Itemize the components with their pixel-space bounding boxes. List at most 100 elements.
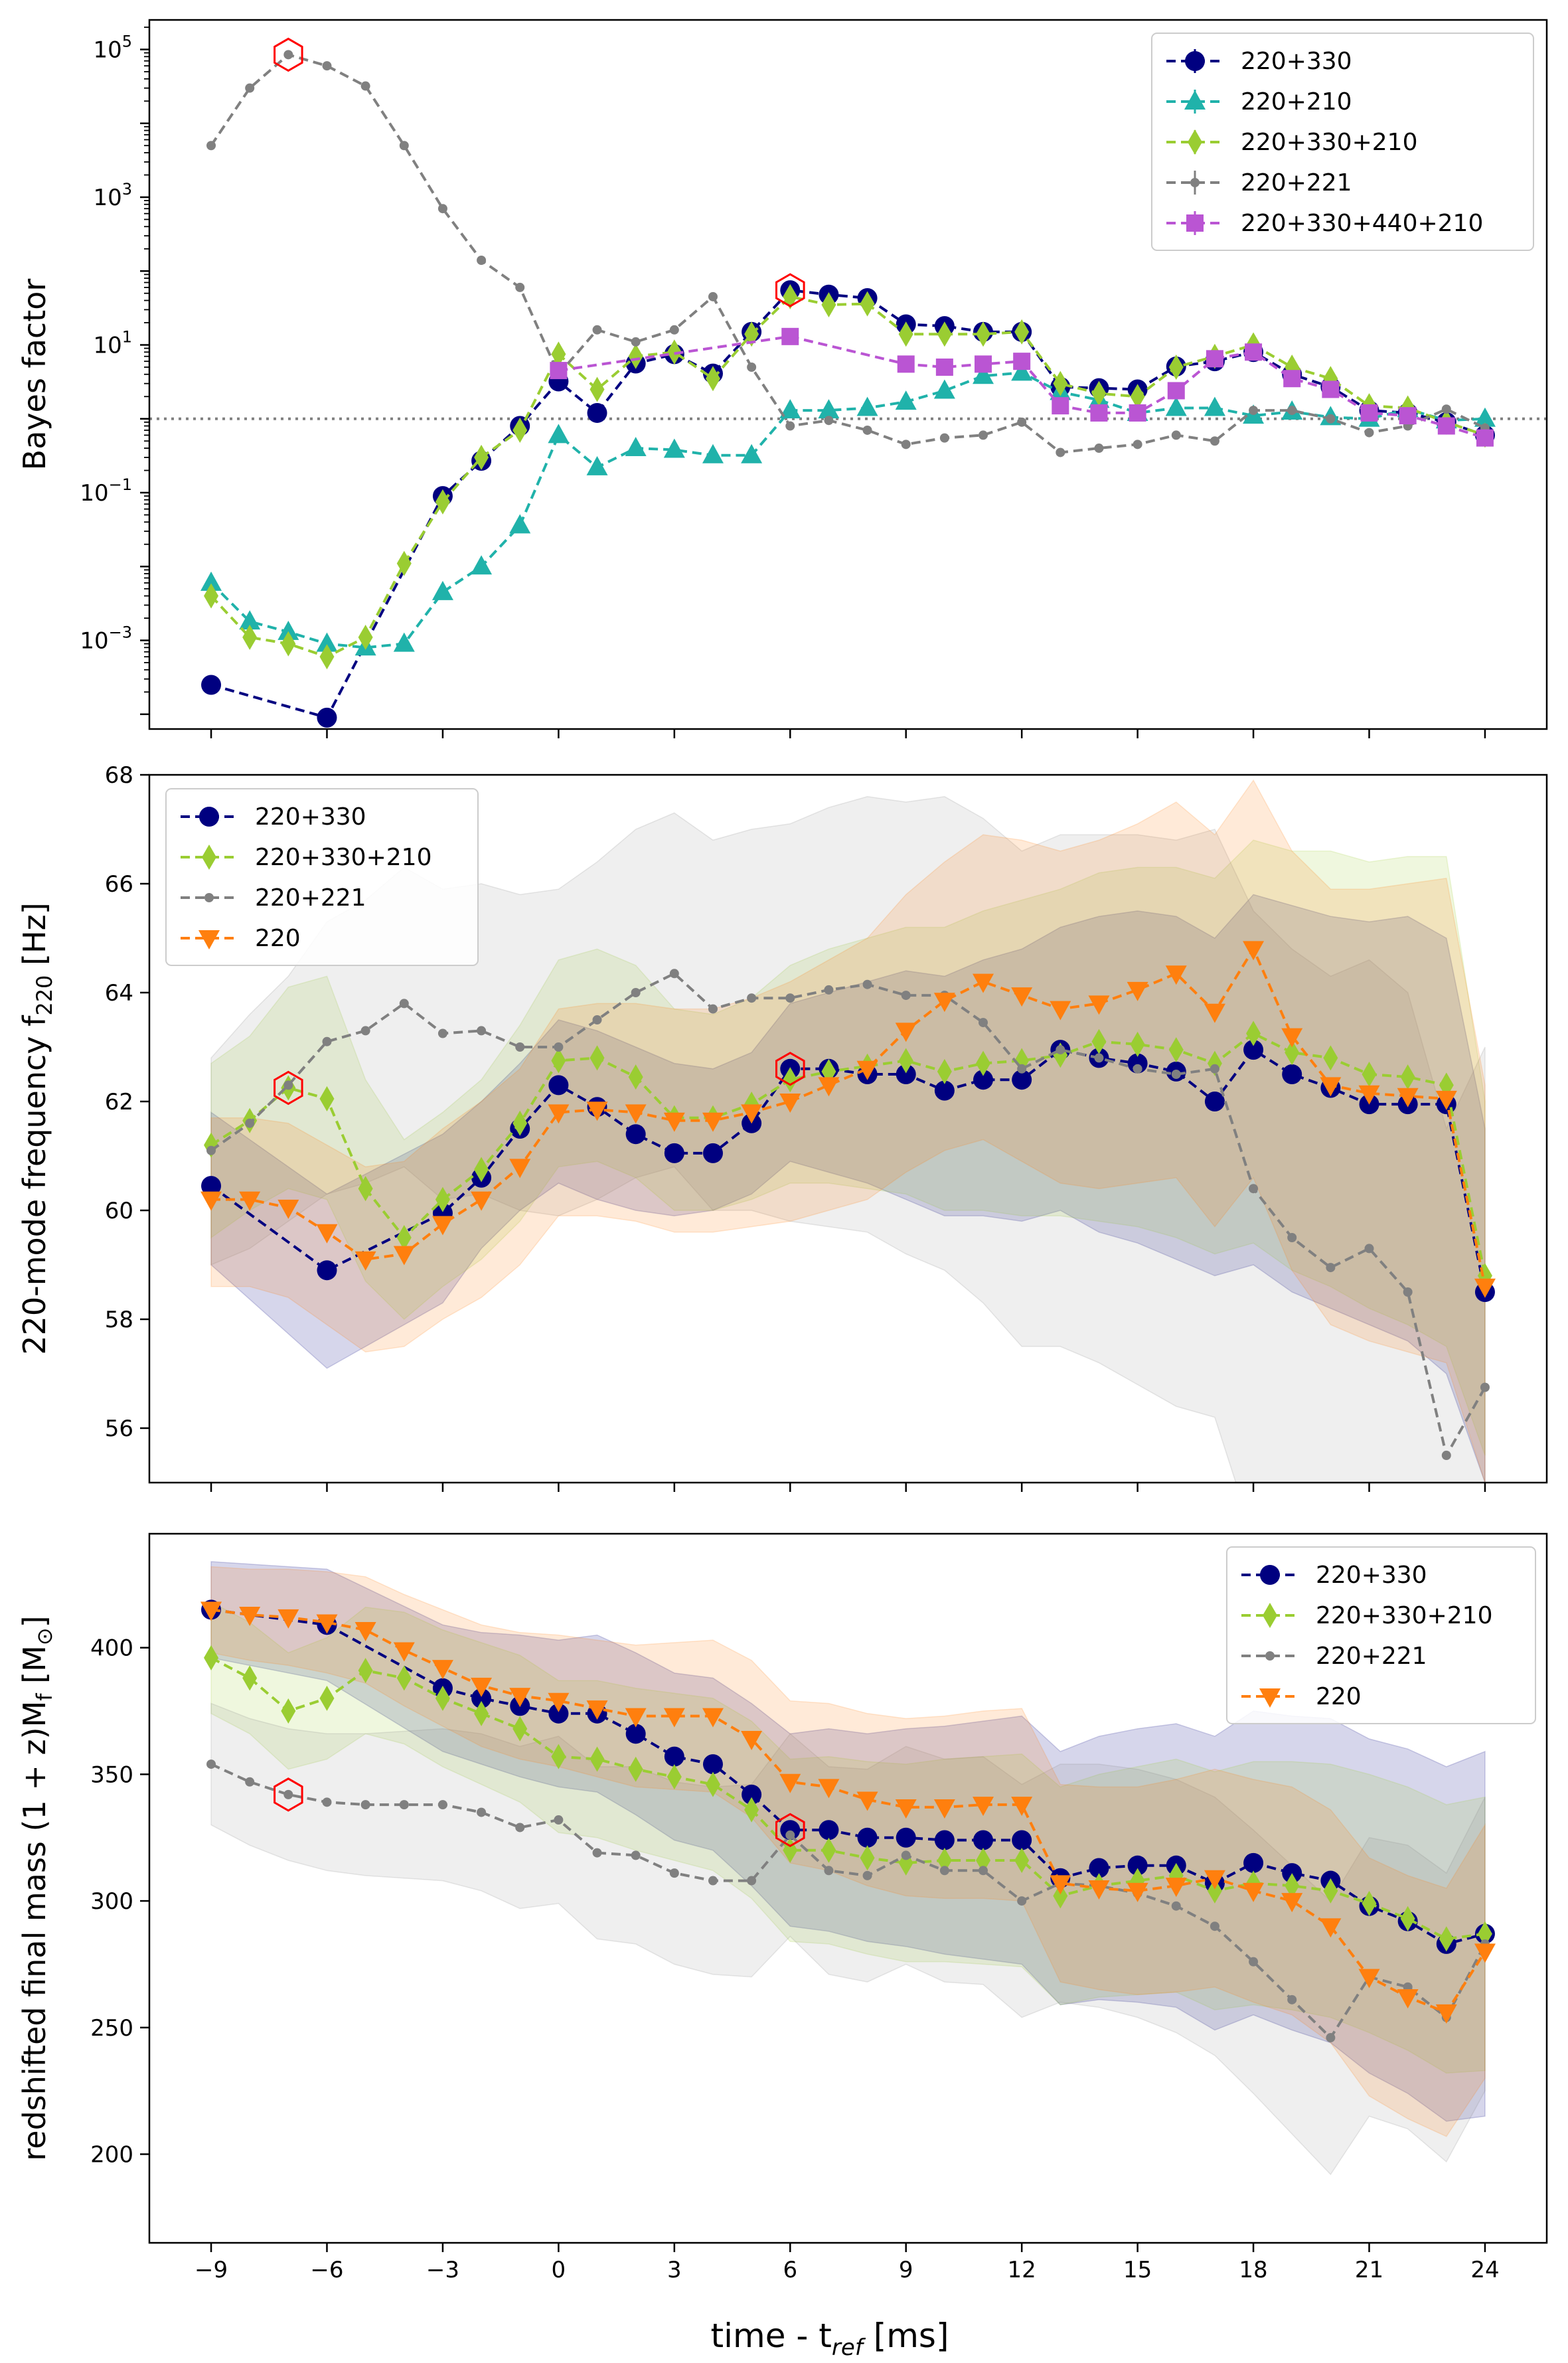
frequency-point-220-3 (316, 1224, 338, 1244)
bayes-point-220-221-18 (901, 440, 911, 449)
frequency-band-220-330 (210, 894, 1486, 1483)
frequency-point-220-221-7 (477, 1026, 487, 1036)
bayes-point-220-221-10 (592, 325, 602, 335)
x-tick-label-8: 15 (1123, 2257, 1152, 2283)
frequency-point-220-221-27 (1249, 1184, 1259, 1194)
bayes-point-220-221-16 (824, 416, 834, 426)
bayes-point-220-210-20 (973, 365, 994, 384)
mass-point-220-221-20 (979, 1866, 988, 1876)
bayes-point-220-330-440-210-17 (1476, 429, 1494, 447)
bayes-ytick-label-0: 10−3 (80, 623, 132, 655)
bayes-ytick-label-exp-1: −1 (109, 475, 132, 494)
bayes-point-220-330-440-210-3 (935, 358, 953, 376)
mass-ylabel-sub-sun: ⊙ (32, 1627, 57, 1645)
frequency-point-220-221-29 (1326, 1263, 1336, 1273)
mass-point-220-330-210-1 (242, 1665, 258, 1691)
bayes-point-220-330-210-24 (1130, 384, 1145, 410)
mass-band-220-330-210 (210, 1601, 1486, 2074)
bayes-point-220-330-440-210-2 (897, 355, 915, 373)
bayes-line-220-330 (210, 288, 1486, 720)
bayes-point-220-210-25 (1165, 396, 1187, 416)
frequency-highlight-1 (775, 1052, 805, 1086)
mass-highlight-1 (775, 1813, 805, 1848)
mass-point-220-330-13 (857, 1827, 878, 1848)
mass-point-220-330-5 (548, 1703, 569, 1724)
mass-point-220-18 (895, 1799, 917, 1819)
frequency-point-220-221-10 (592, 1015, 602, 1024)
frequency-point-220-330-15 (934, 1080, 955, 1101)
bayes-legend-marker-220-330-440-210 (1186, 214, 1204, 232)
x-tick-label-7: 12 (1008, 2257, 1036, 2283)
mass-point-220-330-210-4 (358, 1657, 373, 1683)
frequency-point-220-221-11 (631, 988, 641, 997)
frequency-point-220-330-210-4 (358, 1176, 373, 1202)
mass-ylabel-end: ] (17, 1615, 52, 1627)
bayes-ytick-label-base-4: 10 (93, 37, 121, 64)
bayes-point-220-221-27 (1249, 406, 1259, 416)
mass-legend-label-220: 220 (1316, 1683, 1362, 1710)
mass-point-220-221-28 (1287, 1995, 1297, 2004)
bayes-point-220-330-210-7 (474, 444, 489, 470)
mass-point-220-330-210-31 (1400, 1906, 1415, 1931)
bayes-highlight-1 (775, 273, 805, 307)
bayes-point-220-221-13 (708, 291, 718, 301)
bayes-line-220-221 (210, 53, 1486, 454)
frequency-point-220-330-8 (664, 1143, 684, 1163)
bayes-point-220-210-11 (625, 437, 647, 457)
bayes-point-220-210-16 (818, 399, 840, 419)
frequency-point-220-28 (1281, 1028, 1303, 1048)
mass-xticks: −9 −6 −3 0 3 6 9 12 15 18 21 24 (195, 2243, 1500, 2283)
frequency-point-220-221-3 (322, 1036, 332, 1046)
frequency-point-220-330-210-8 (512, 1110, 528, 1136)
mass-ytick-label-3: 350 (90, 1761, 133, 1788)
bayes-point-220-330-210-16 (821, 291, 836, 317)
mass-point-220-221-12 (669, 1868, 679, 1878)
bayes-point-220-221-30 (1364, 428, 1374, 438)
frequency-point-220-330-210-30 (1362, 1062, 1377, 1087)
frequency-point-220-330-210-3 (319, 1086, 335, 1111)
bayes-point-220-330-6 (587, 402, 607, 423)
frequency-ytick-label-4: 64 (105, 980, 133, 1007)
mass-point-220-9 (548, 1692, 570, 1712)
bayes-point-220-330-440-210-4 (975, 355, 992, 373)
bayes-point-220-221-2 (283, 50, 293, 60)
frequency-line-220-330-210 (210, 1032, 1486, 1276)
frequency-point-220-22 (1050, 1001, 1071, 1020)
frequency-xticks (210, 1483, 1486, 1492)
x-tick-label-1: −6 (310, 2257, 343, 2283)
mass-point-220-330-15 (934, 1830, 955, 1850)
bayes-point-220-330-440-210-7 (1090, 404, 1108, 422)
mass-legend-label-220-330-210: 220+330+210 (1316, 1602, 1492, 1629)
bayes-point-220-210-6 (431, 580, 453, 600)
bayes-point-220-330-210-25 (1168, 354, 1184, 380)
frequency-point-220-221-1 (245, 1118, 255, 1128)
bayes-point-220-210-3 (316, 632, 338, 652)
frequency-point-220-221-13 (708, 1004, 718, 1014)
mass-point-220-330-210-8 (512, 1716, 528, 1742)
bayes-point-220-221-7 (477, 255, 487, 265)
mass-point-220-330-210-28 (1285, 1873, 1300, 1899)
x-tick-label-4: 3 (667, 2257, 682, 2283)
frequency-point-220-330-23 (1243, 1040, 1264, 1060)
bayes-point-220-210-12 (663, 438, 685, 458)
frequency-legend-label-220-330-210: 220+330+210 (255, 844, 431, 871)
mass-ytick-label-2: 300 (90, 1888, 133, 1915)
bayes-legend-label-220-330: 220+330 (1241, 48, 1352, 75)
frequency-point-220-0 (200, 1191, 222, 1211)
mass-point-220-221-6 (437, 1800, 447, 1810)
mass-point-220-330-210-26 (1207, 1878, 1222, 1904)
frequency-point-220-330-17 (1012, 1070, 1032, 1090)
frequency-point-220-330-210-7 (474, 1157, 489, 1182)
frequency-point-220-24 (1127, 981, 1148, 1001)
frequency-axes-frame (148, 774, 1548, 1484)
bayes-point-220-330-210-5 (396, 550, 412, 576)
frequency-ytick-label-6: 68 (105, 762, 133, 789)
bayes-point-220-330-210-20 (976, 321, 991, 347)
bayes-point-220-330-440-210-16 (1437, 417, 1455, 435)
frequency-yticks: 56 58 60 62 64 66 68 (105, 762, 149, 1442)
bayes-point-220-330-210-14 (744, 321, 759, 347)
mass-point-220-4 (354, 1621, 376, 1641)
mass-point-220-330-20 (1127, 1855, 1148, 1876)
mass-point-220-330-210-10 (589, 1746, 605, 1772)
mass-point-220-221-13 (708, 1876, 718, 1886)
